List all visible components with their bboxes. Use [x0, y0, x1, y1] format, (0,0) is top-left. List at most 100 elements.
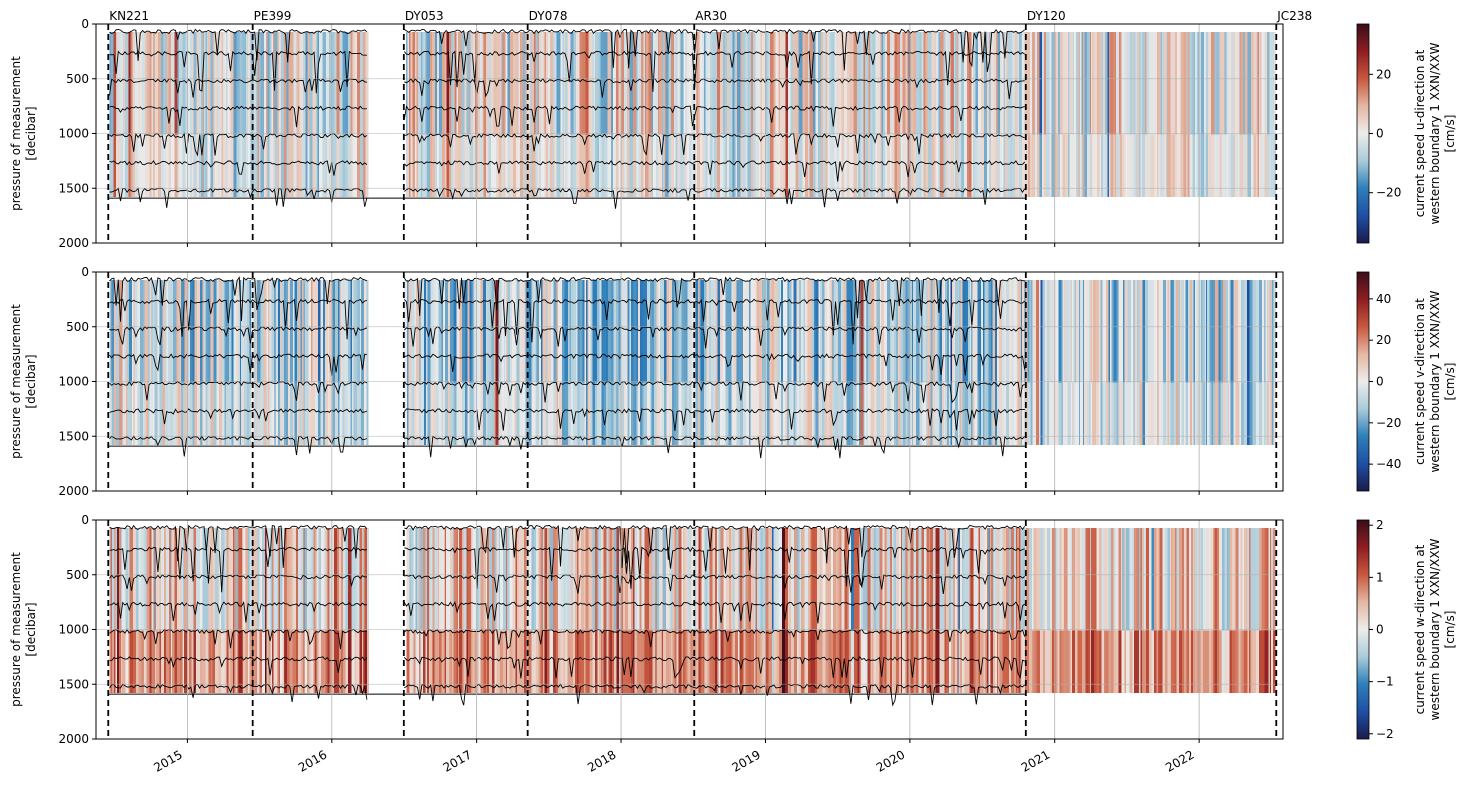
data-stripe-lower [544, 134, 547, 197]
data-stripe-upper [843, 528, 845, 631]
data-stripe-lower [325, 630, 328, 693]
data-stripe-lower [699, 382, 701, 445]
y-tick-label: 1000 [58, 127, 89, 141]
data-stripe-lower [296, 134, 300, 197]
data-stripe-upper [170, 528, 173, 631]
data-stripe-upper [801, 528, 805, 631]
data-stripe-upper [1172, 32, 1176, 135]
data-stripe-upper [1256, 32, 1258, 135]
data-stripe-lower [1000, 134, 1002, 197]
data-stripe-upper [1167, 32, 1171, 135]
data-stripe-upper [807, 280, 811, 383]
data-stripe-lower [1080, 630, 1083, 693]
data-stripe-lower [896, 134, 901, 197]
data-stripe-upper [1172, 528, 1176, 631]
data-stripe-upper [277, 528, 279, 631]
data-stripe-lower [717, 630, 719, 693]
data-stripe-upper [472, 528, 475, 631]
data-stripe-upper [712, 528, 716, 631]
data-stripe-upper [536, 280, 540, 383]
colorbar [1356, 23, 1370, 244]
data-stripe-upper [311, 528, 314, 631]
data-stripe-lower [255, 630, 258, 693]
data-stripe-lower [564, 382, 569, 445]
data-stripe-lower [626, 382, 628, 445]
data-stripe-upper [1132, 32, 1134, 135]
data-stripe-upper [769, 528, 773, 631]
data-stripe-upper [597, 528, 600, 631]
data-stripe-upper [969, 528, 971, 631]
data-stripe-lower [491, 134, 494, 197]
data-stripe-lower [1156, 134, 1159, 197]
data-stripe-lower [145, 134, 147, 197]
data-stripe-upper [579, 32, 583, 135]
data-stripe-lower [1122, 382, 1125, 445]
data-stripe-lower [943, 382, 946, 445]
data-stripe-lower [1165, 134, 1168, 197]
data-stripe-upper [1082, 528, 1086, 631]
data-stripe-upper [1093, 280, 1097, 383]
data-stripe-upper [933, 528, 936, 631]
data-stripe-upper [456, 528, 459, 631]
data-stripe-upper [905, 280, 908, 383]
data-stripe-upper [467, 280, 470, 383]
data-stripe-lower [833, 382, 836, 445]
data-stripe-lower [656, 382, 659, 445]
data-stripe-upper [930, 280, 933, 383]
data-stripe-lower [117, 630, 120, 693]
data-stripe-lower [875, 134, 878, 197]
data-stripe-lower [283, 630, 286, 693]
data-stripe-upper [758, 32, 761, 135]
data-stripe-lower [709, 382, 712, 445]
data-stripe-upper [890, 528, 893, 631]
data-stripe-upper [597, 280, 600, 383]
data-stripe-upper [964, 280, 969, 383]
data-stripe-lower [565, 134, 568, 197]
data-stripe-upper [870, 280, 875, 383]
data-stripe-lower [500, 630, 504, 693]
data-stripe-upper [790, 32, 794, 135]
data-stripe-lower [624, 382, 627, 445]
data-stripe-upper [271, 32, 274, 135]
data-stripe-upper [729, 32, 733, 135]
data-stripe-lower [194, 382, 198, 445]
data-stripe-upper [470, 32, 474, 135]
data-stripe-upper [608, 280, 612, 383]
data-stripe-lower [995, 630, 998, 693]
data-stripe-lower [1126, 134, 1128, 197]
colorbar-tick-label: −20 [1376, 416, 1401, 430]
data-stripe-lower [1096, 134, 1100, 197]
data-stripe-upper [748, 280, 751, 383]
data-stripe-lower [602, 134, 605, 197]
data-stripe-lower [351, 630, 355, 693]
data-stripe-upper [717, 528, 719, 631]
data-stripe-lower [221, 630, 225, 693]
data-stripe-lower [151, 382, 153, 445]
data-stripe-lower [899, 134, 902, 197]
x-tick-label: 2018 [585, 747, 618, 774]
data-stripe-lower [760, 134, 763, 197]
data-stripe-lower [1091, 382, 1094, 445]
data-stripe-upper [159, 528, 162, 631]
data-stripe-lower [504, 134, 506, 197]
data-stripe-upper [519, 280, 523, 383]
instrument-trace [403, 105, 1025, 127]
data-stripe-upper [846, 280, 850, 383]
data-stripe-upper [287, 280, 291, 383]
data-stripe-lower [116, 134, 118, 197]
data-stripe-upper [322, 32, 327, 135]
data-stripe-upper [884, 528, 887, 631]
data-stripe-lower [896, 382, 899, 445]
data-stripe-lower [992, 630, 995, 693]
data-stripe-upper [1030, 32, 1033, 135]
data-stripe-upper [735, 32, 738, 135]
data-stripe-lower [942, 382, 945, 445]
data-stripe-lower [1055, 630, 1058, 693]
data-stripe-upper [152, 280, 155, 383]
data-stripe-lower [681, 630, 684, 693]
data-stripe-upper [552, 528, 557, 631]
data-stripe-lower [414, 382, 417, 445]
data-stripe-lower [540, 382, 543, 445]
data-stripe-upper [636, 280, 639, 383]
data-stripe-upper [570, 528, 574, 631]
